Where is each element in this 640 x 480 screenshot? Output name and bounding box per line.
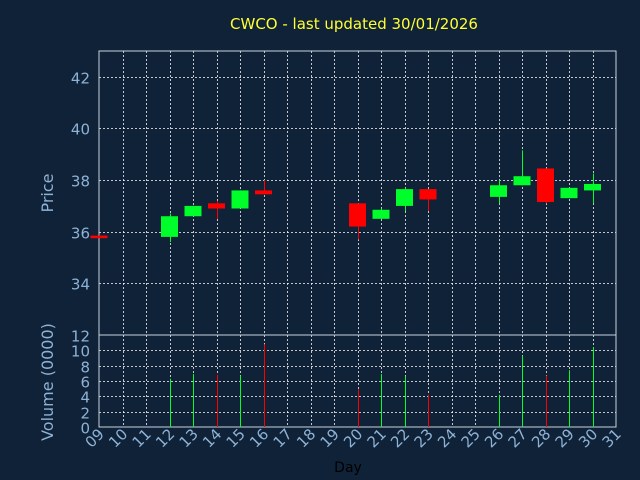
day-tick-label: 25 [458, 425, 484, 451]
candle-body [208, 203, 225, 209]
day-tick-label: 18 [293, 425, 319, 451]
day-axis-ticks: 0910111213141516171819202122232425262728… [82, 425, 625, 451]
day-tick-label: 21 [364, 425, 390, 451]
candle-body [161, 216, 178, 237]
day-tick-label: 13 [176, 425, 202, 451]
volume-tick-label: 8 [80, 359, 90, 377]
price-tick-label: 36 [71, 225, 90, 243]
volume-axis-label: Volume (0000) [38, 323, 57, 441]
candle-body [184, 205, 202, 217]
day-tick-label: 15 [223, 425, 249, 451]
candle-body [349, 203, 366, 227]
candle-body [255, 190, 272, 195]
candle-body [560, 187, 578, 199]
volume-bars [170, 344, 594, 427]
volume-tick-label: 6 [80, 374, 90, 392]
day-axis-label: Day [334, 460, 362, 476]
day-tick-label: 30 [575, 425, 601, 451]
volume-tick-label: 2 [80, 405, 90, 423]
price-tick-label: 38 [71, 173, 90, 191]
volume-tick-label: 0 [80, 420, 90, 438]
day-tick-label: 24 [434, 425, 460, 451]
candle-body [419, 189, 437, 200]
price-axis-ticks: 34 36 38 40 42 [71, 70, 90, 294]
day-tick-label: 19 [317, 425, 343, 451]
day-tick-label: 23 [411, 425, 437, 451]
candle-body [372, 209, 390, 219]
price-tick-label: 40 [71, 121, 90, 139]
candlesticks [90, 150, 601, 243]
day-tick-label: 14 [199, 425, 225, 451]
day-tick-label: 10 [105, 425, 131, 451]
candle-body [490, 185, 507, 197]
day-tick-label: 17 [270, 425, 296, 451]
day-tick-label: 29 [552, 425, 578, 451]
volume-tick-label: 12 [71, 328, 90, 346]
day-tick-label: 28 [528, 425, 554, 451]
price-axis-label: Price [38, 173, 57, 212]
candle-body [584, 183, 601, 191]
day-tick-label: 16 [246, 425, 272, 451]
candle-body [231, 190, 249, 209]
candle-body [537, 168, 554, 203]
day-tick-label: 12 [152, 425, 178, 451]
volume-tick-label: 10 [71, 343, 90, 361]
candle-body [513, 176, 531, 186]
day-tick-label: 27 [505, 425, 531, 451]
day-tick-label: 26 [481, 425, 507, 451]
price-tick-label: 34 [71, 276, 90, 294]
day-tick-label: 31 [599, 425, 625, 451]
candle-body [90, 235, 108, 239]
candle-body [396, 189, 413, 206]
volume-panel-frame [98, 334, 617, 428]
volume-tick-label: 4 [80, 389, 90, 407]
day-tick-label: 22 [387, 425, 413, 451]
volume-grid [99, 335, 616, 427]
price-tick-label: 42 [71, 70, 90, 88]
chart-title: CWCO - last updated 30/01/2026 [230, 15, 478, 33]
day-tick-label: 20 [340, 425, 366, 451]
day-tick-label: 11 [129, 425, 155, 451]
